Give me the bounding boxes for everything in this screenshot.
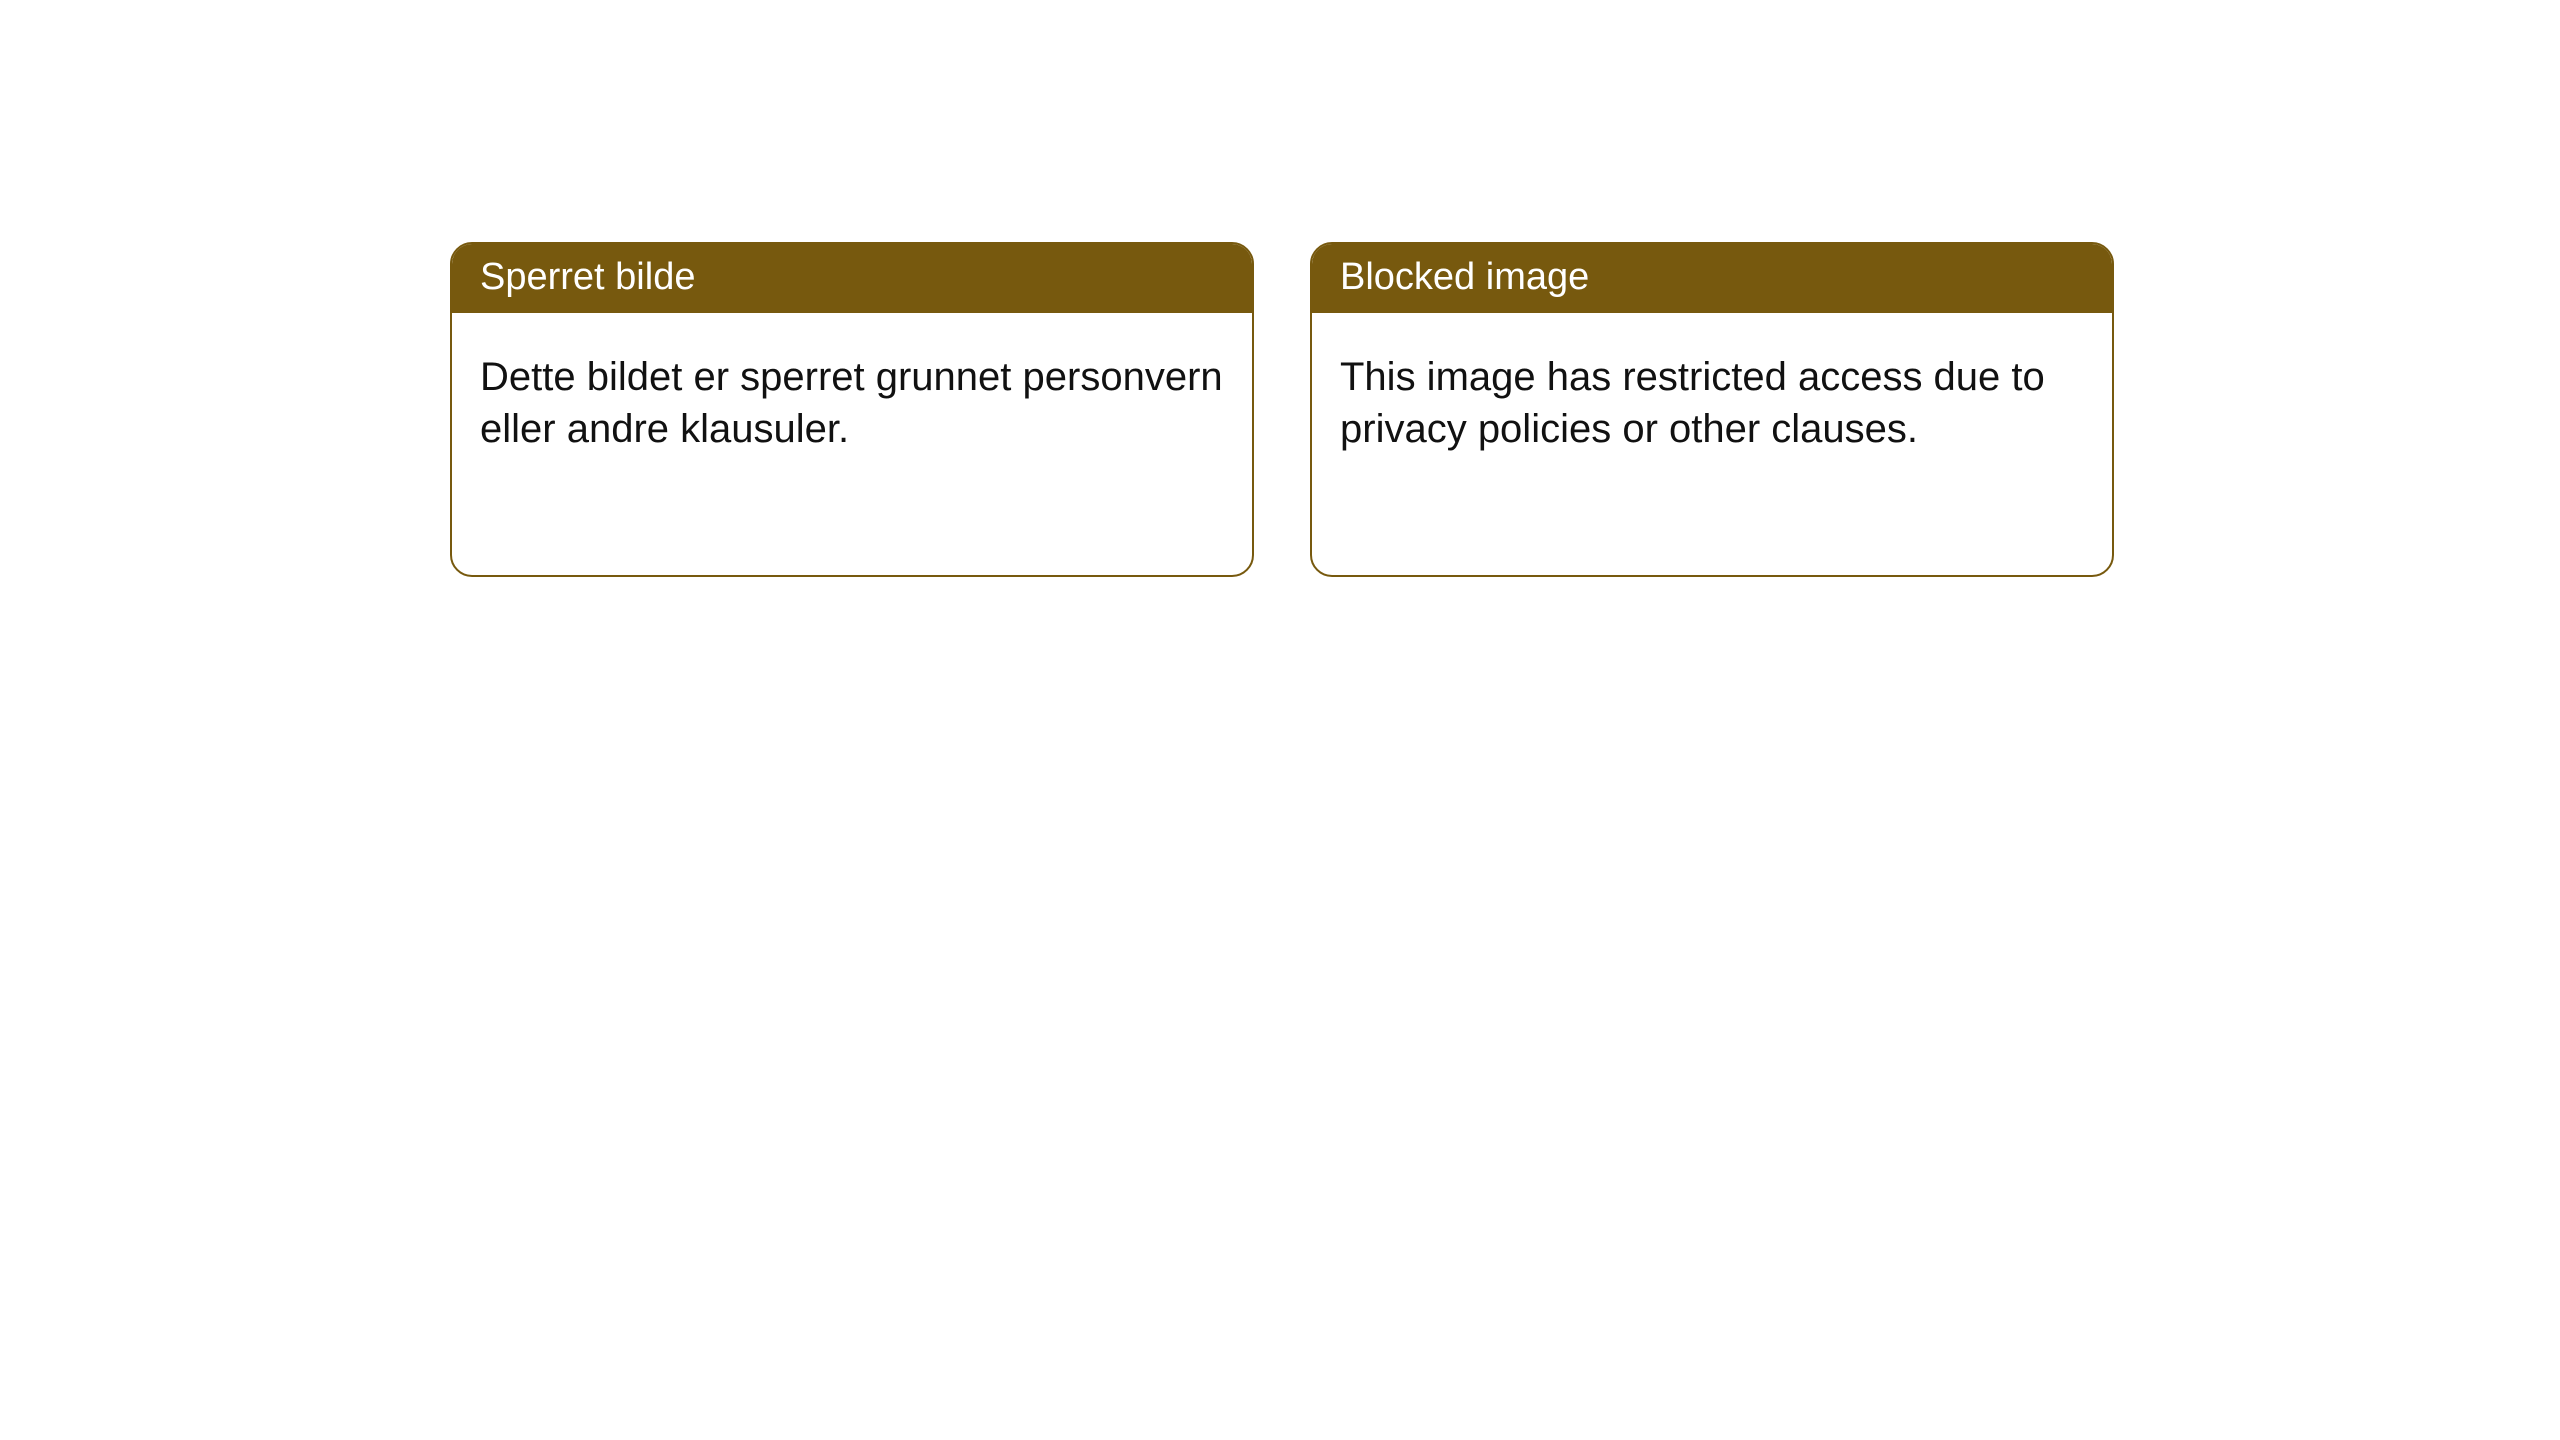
notice-card-body: This image has restricted access due to … <box>1312 313 2112 455</box>
notice-card-title: Sperret bilde <box>452 244 1252 313</box>
notice-card-no: Sperret bilde Dette bildet er sperret gr… <box>450 242 1254 577</box>
notice-card-body: Dette bildet er sperret grunnet personve… <box>452 313 1252 455</box>
notice-card-title: Blocked image <box>1312 244 2112 313</box>
notice-card-en: Blocked image This image has restricted … <box>1310 242 2114 577</box>
notice-container: Sperret bilde Dette bildet er sperret gr… <box>0 0 2560 577</box>
